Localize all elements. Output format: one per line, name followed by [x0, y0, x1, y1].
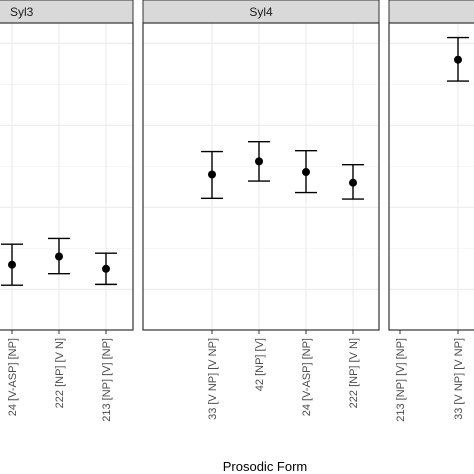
x-tick-label: 33 [V NP] [V NP]	[453, 338, 465, 420]
x-tick-label: 33 [V NP] [V NP]	[207, 338, 219, 420]
x-tick-label: 213 [NP] [V] [NP]	[395, 338, 407, 422]
data-point	[102, 264, 110, 273]
panel-border	[0, 22, 134, 331]
facet-strip	[388, 0, 474, 24]
data-point	[255, 157, 263, 166]
data-point	[55, 252, 63, 261]
panel-border	[388, 22, 474, 331]
facet-strip-label: Syl4	[249, 5, 273, 19]
x-axis-title: Prosodic Form	[223, 459, 308, 474]
facet-strip-label: Syl3	[10, 5, 34, 19]
panel-background	[0, 23, 133, 330]
facet-panel: Syl4 33 [V NP] [V NP] 42 [NP] [V] 24 [V-ASP…	[142, 0, 411, 422]
facet-panel: Syl3 24 [V-ASP] [NP] 222 [NP] [V N] 213 [NP…	[0, 0, 134, 422]
x-tick-label: 24 [V-ASP] [NP]	[301, 338, 313, 416]
x-tick-label: 24 [V-ASP] [NP]	[7, 338, 19, 416]
data-point	[454, 55, 462, 64]
data-point	[8, 260, 16, 269]
data-point	[208, 170, 216, 179]
x-tick-label: 42 [NP] [V]	[254, 338, 266, 391]
x-tick-label: 213 [NP] [V] [NP]	[101, 338, 113, 422]
data-point	[302, 168, 310, 177]
panels-layer: Syl3 24 [V-ASP] [NP] 222 [NP] [V N] 213 [NP…	[0, 0, 474, 422]
panel-background	[143, 23, 379, 330]
x-tick-label: 222 [NP] [V N]	[348, 338, 360, 408]
data-point	[349, 178, 357, 187]
panel-border	[142, 22, 380, 331]
panel-background	[389, 23, 474, 330]
facet-panel: 33 [V NP] [V NP]42 [NP] [V]	[388, 0, 474, 420]
x-tick-label: 222 [NP] [V N]	[54, 338, 66, 408]
